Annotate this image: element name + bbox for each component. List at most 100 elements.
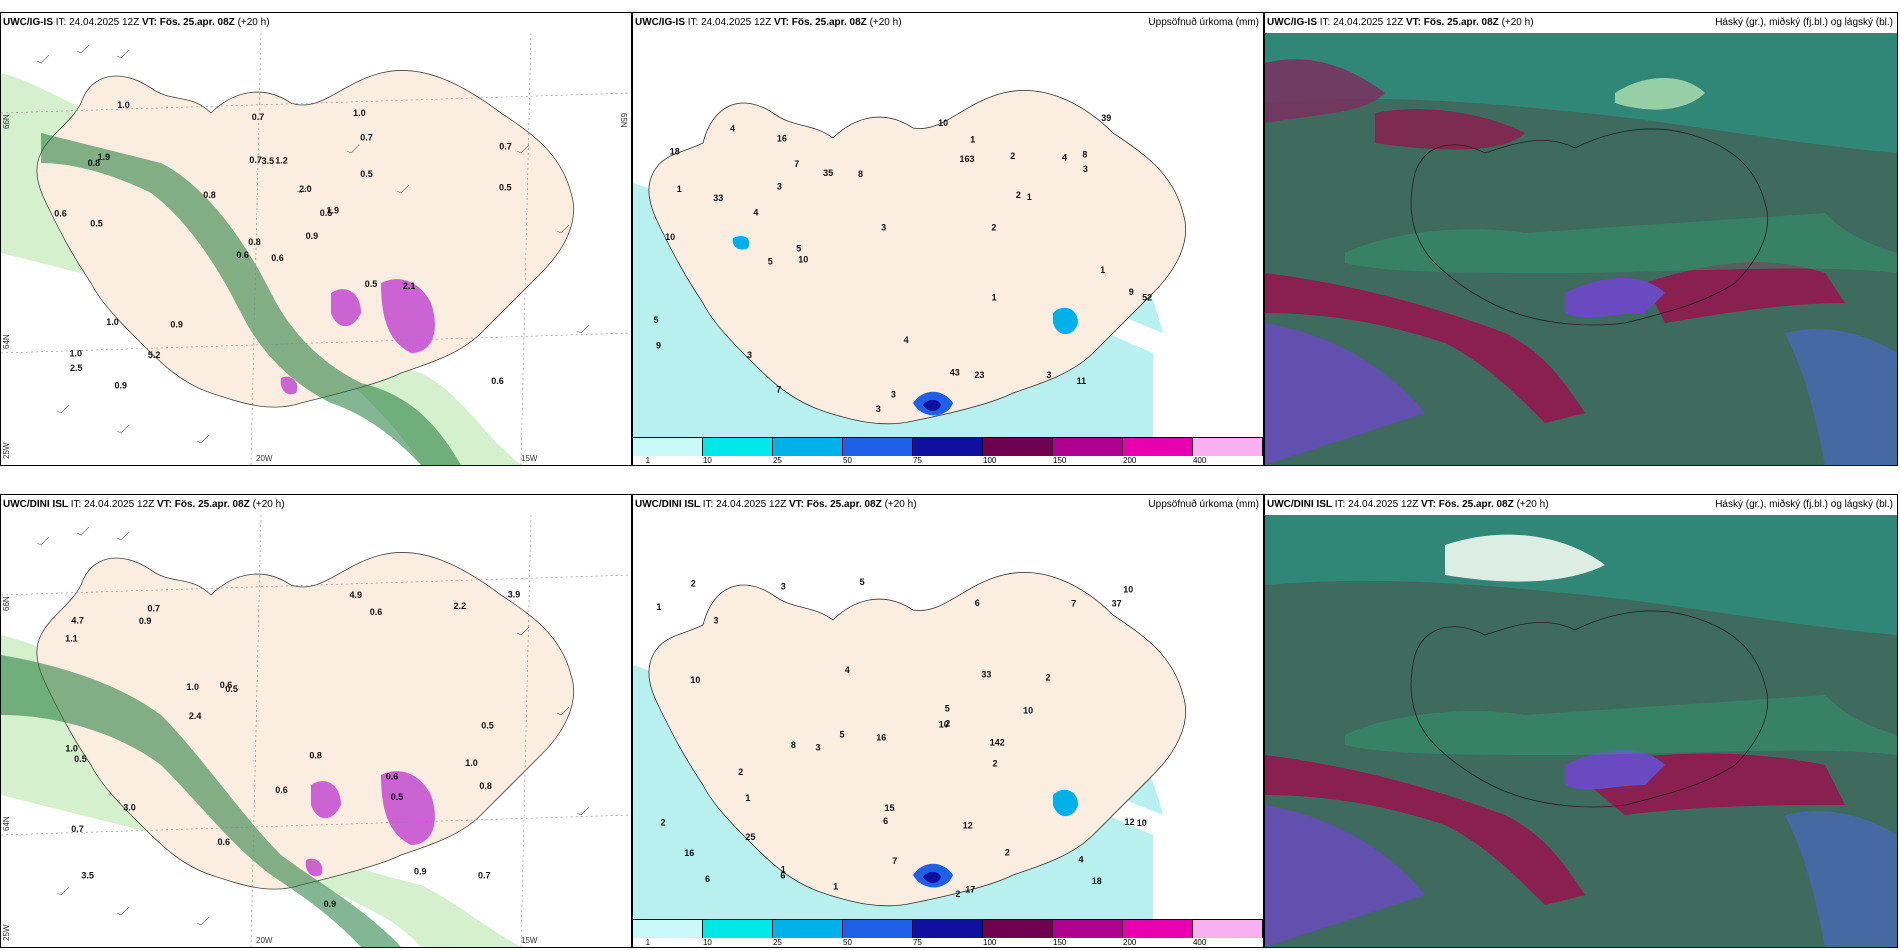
value-label: 0.7 [499, 142, 512, 152]
legend-swatch [633, 438, 703, 456]
legend-swatch [1053, 438, 1123, 456]
precip-legend: 1 10 25 50 75 100 150 200 400 [633, 919, 1263, 947]
legend-tick: 75 [912, 456, 922, 465]
value-label: 8 [1082, 150, 1087, 160]
value-label: 4 [753, 208, 758, 218]
axis-25w: 25W [2, 442, 11, 459]
value-label: 33 [713, 193, 723, 203]
value-label: 3 [747, 350, 752, 360]
value-label: 2 [945, 719, 950, 729]
value-label: 2.1 [403, 281, 416, 291]
axis-65n: 65N [619, 113, 628, 128]
value-label: 0.8 [479, 781, 492, 791]
legend-tick: 75 [912, 938, 922, 947]
value-label: 3 [714, 616, 719, 626]
value-label: 0.5 [499, 183, 512, 193]
value-label: 1.0 [106, 317, 119, 327]
value-label: 10 [939, 720, 949, 730]
value-label: 0.5 [320, 208, 333, 218]
legend-swatch [983, 438, 1053, 456]
wind-barbs [36, 526, 590, 926]
value-label: 5 [796, 244, 801, 254]
value-label: 1 [745, 793, 750, 803]
legend-swatch [1123, 920, 1193, 938]
axis-64n: 64N [2, 334, 11, 349]
value-label: 5 [654, 315, 659, 325]
value-label: 1 [677, 184, 682, 194]
value-label: 0.8 [248, 237, 261, 247]
value-label: 2.0 [299, 184, 312, 194]
value-label: 2.4 [189, 711, 202, 721]
value-label: 3 [881, 222, 886, 232]
value-label: 2.5 [70, 363, 83, 373]
iceland-land [36, 70, 575, 408]
value-label: 1 [833, 881, 838, 891]
cloud-map[interactable] [1265, 515, 1897, 947]
legend-tick: 50 [843, 456, 852, 465]
value-label: 1.0 [117, 100, 130, 110]
panel-header: UWC/DINI ISL IT: 24.04.2025 12Z VT: Fös.… [3, 499, 285, 510]
value-label: 2 [661, 818, 666, 828]
cloud-map[interactable] [1265, 33, 1897, 465]
wind-barbs [36, 44, 590, 444]
axis-15w: 15W [521, 454, 538, 463]
value-label: 3.5 [262, 156, 275, 166]
value-label: 0.7 [71, 824, 84, 834]
precip-legend: 1 10 25 50 75 100 150 200 400 [633, 437, 1263, 465]
value-label: 16 [777, 134, 787, 144]
value-label: 0.9 [139, 616, 152, 626]
value-label: 18 [670, 147, 680, 157]
value-label: 0.7 [478, 871, 491, 881]
legend-tick: 100 [983, 938, 997, 947]
value-label: 0.8 [88, 158, 101, 168]
value-label: 1 [1100, 265, 1105, 275]
value-label: 3 [816, 742, 821, 752]
panel-header: UWC/IG-IS IT: 24.04.2025 12Z VT: Fös. 25… [1267, 17, 1534, 28]
precip-map[interactable]: 1212338185477566101063112105622212216171… [633, 515, 1263, 919]
value-label: 9 [656, 340, 661, 350]
value-label: 2 [993, 758, 998, 768]
value-label: 1.0 [187, 682, 200, 692]
value-label: 5.2 [148, 350, 161, 360]
value-label: 1 [992, 293, 997, 303]
value-label: 10 [1023, 705, 1033, 715]
value-label: 17 [965, 885, 975, 895]
legend-swatch [913, 920, 983, 938]
precip-value-labels-bottom: 1212338185477566101063112105622212216171… [657, 577, 1147, 899]
value-label: 1.0 [465, 758, 478, 768]
value-label: 7 [892, 856, 897, 866]
legend-tick: 10 [702, 456, 712, 465]
value-label: 0.5 [225, 684, 238, 694]
value-label: 16 [684, 848, 694, 858]
value-label: 5 [768, 257, 773, 267]
value-label: 3 [876, 404, 881, 414]
panel-header: UWC/DINI ISL IT: 24.04.2025 12Z VT: Fös.… [1267, 499, 1549, 510]
value-label: 12 [963, 820, 973, 830]
value-label: 4 [904, 335, 909, 345]
panel-clouds-ig-is: UWC/IG-IS IT: 24.04.2025 12Z VT: Fös. 25… [1264, 12, 1898, 466]
value-label: 0.6 [236, 250, 249, 260]
panel-header: UWC/IG-IS IT: 24.04.2025 12Z VT: Fös. 25… [3, 17, 270, 28]
value-label: 1.1 [65, 634, 78, 644]
panel-wind-dini-isl: UWC/DINI ISL IT: 24.04.2025 12Z VT: Fös.… [0, 494, 632, 948]
value-label: 18 [1092, 876, 1102, 886]
legend-tick: 1 [645, 456, 651, 465]
value-label: 37 [1112, 598, 1122, 608]
value-label: 10 [798, 255, 808, 265]
legend-tick: 100 [983, 456, 997, 465]
wind-precip-map[interactable]: 0.6 1.0 3.5 0.7 0.5 0.9 0.7 0.6 1.0 0.9 1.1 1.0 4.7 0… [1, 515, 631, 947]
value-label: 10 [1137, 818, 1147, 828]
value-label: 0.9 [306, 231, 319, 241]
wind-precip-map[interactable]: 0.6 0.8 0.8 1.0 0.5 0.9 1.0 1.2 0.7 0.9 1.0 0.6 0.5 0… [1, 33, 631, 465]
legend-swatch [633, 920, 703, 938]
value-label: 1.0 [353, 108, 366, 118]
value-label: 4 [845, 665, 850, 675]
value-label: 6 [975, 598, 980, 608]
value-label: 1.0 [70, 349, 83, 359]
value-label: 0.7 [249, 155, 262, 165]
value-label: 0.7 [148, 604, 161, 614]
panel-variable-title: Háský (gr.), miðský (fj.bl.) og lágský (… [1715, 17, 1893, 28]
value-label: 0.5 [391, 792, 404, 802]
